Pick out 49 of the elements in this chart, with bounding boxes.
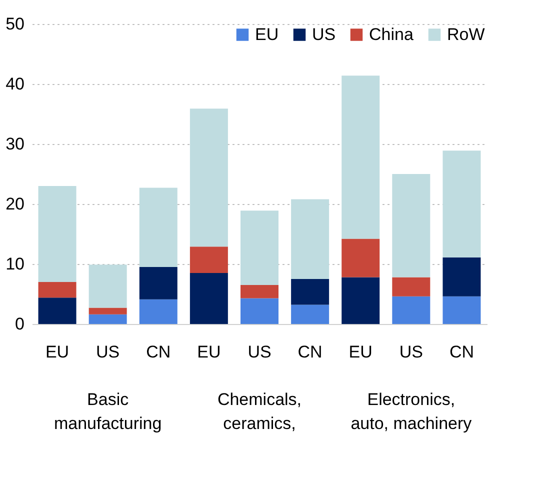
y-tick-label: 50 [6, 14, 24, 34]
text: Chemicals, ceramics, [217, 390, 302, 433]
bar [240, 298, 278, 324]
bar [442, 296, 481, 324]
bar [291, 304, 330, 324]
y-tick-label: 20 [6, 194, 24, 214]
x-tick-label: EU [45, 342, 70, 362]
bar [38, 282, 76, 298]
bar [442, 150, 481, 258]
bar [139, 267, 178, 300]
bar [392, 296, 430, 324]
bar [342, 238, 380, 278]
x-tick-label: CN [146, 342, 171, 362]
bar [291, 279, 330, 305]
bar [190, 108, 228, 247]
bar [392, 174, 430, 278]
bar [442, 257, 481, 296]
x-tick-label: US [96, 342, 120, 362]
text: Basic manufacturing [54, 390, 162, 433]
bar [139, 299, 178, 324]
bar [88, 308, 127, 314]
bar [342, 76, 380, 239]
y-tick-label: 10 [6, 254, 24, 274]
bar [240, 210, 278, 285]
x-tick-label: EU [197, 342, 221, 362]
x-tick-label: CN [449, 342, 474, 362]
bar [190, 273, 228, 324]
y-tick-label: 0 [15, 314, 24, 334]
x-tick-label: US [399, 342, 423, 362]
bar [190, 246, 228, 273]
legend-label: US [312, 24, 336, 44]
legend-label: EU [255, 24, 279, 44]
bar [38, 298, 76, 324]
bar [88, 314, 127, 324]
bar [38, 186, 76, 282]
bar [88, 264, 127, 308]
x-tick-label: CN [298, 342, 322, 362]
bar [342, 277, 380, 324]
bar [240, 285, 278, 298]
text: Electronics, auto, machinery [350, 390, 472, 433]
legend-label: China [369, 24, 414, 44]
x-tick-label: US [248, 342, 272, 362]
legend-label: RoW [447, 24, 485, 44]
bar [392, 277, 430, 296]
bar [291, 199, 330, 279]
y-tick-label: 40 [6, 74, 24, 94]
bar [139, 188, 178, 267]
x-tick-label: EU [348, 342, 372, 362]
y-tick-label: 30 [6, 134, 24, 154]
